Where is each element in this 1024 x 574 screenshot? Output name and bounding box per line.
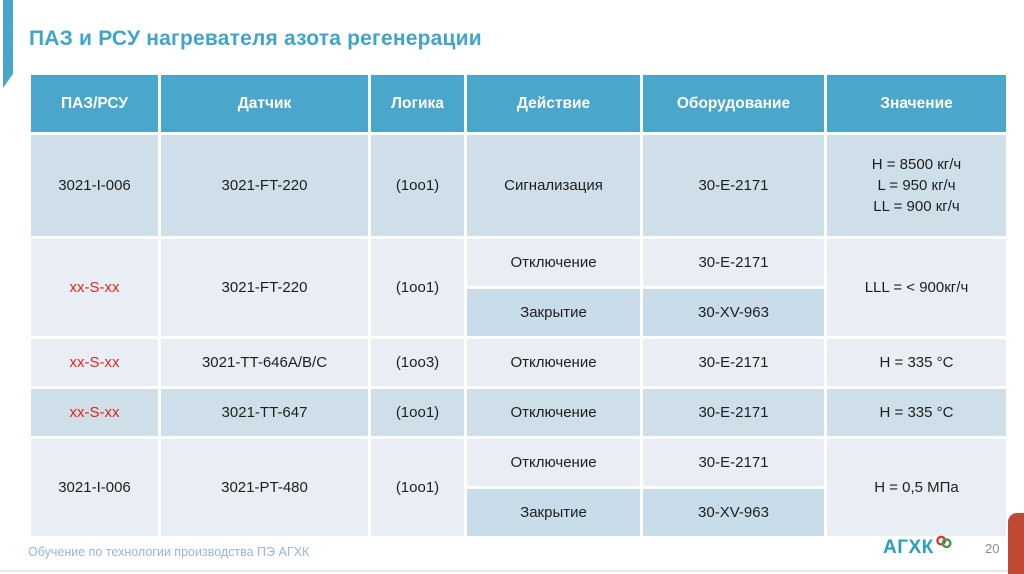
col-header-action: Действие <box>464 72 643 135</box>
cell-paz: xx-S-xx <box>28 336 161 389</box>
page-number: 20 <box>985 541 1000 556</box>
table-row: 3021-I-006 3021-PT-480 (1oo1) Отключение… <box>28 436 1009 539</box>
cell-action: Отключение <box>464 386 643 439</box>
logo-rings-icon <box>935 535 952 549</box>
slide-bottom-edge <box>0 570 1024 572</box>
bottom-right-accent-bar <box>1008 513 1024 574</box>
cell-sensor: 3021-PT-480 <box>158 436 371 539</box>
cell-logic: (1oo1) <box>368 236 467 339</box>
cell-value: H = 335 °C <box>824 386 1009 439</box>
cell-paz: xx-S-xx <box>28 236 161 339</box>
col-header-equipment: Оборудование <box>640 72 827 135</box>
cell-logic: (1oo1) <box>368 386 467 439</box>
value-line: L = 950 кг/ч <box>877 177 956 194</box>
table-row: xx-S-xx 3021-FT-220 (1oo1) Отключение 30… <box>28 236 1009 339</box>
cell-action: Отключение <box>464 336 643 389</box>
table-subrow: Закрытие 30-XV-963 <box>30 486 1008 539</box>
cell-paz: xx-S-xx <box>28 386 161 439</box>
cell-action: Закрытие <box>464 286 643 339</box>
cell-value: H = 335 °C <box>824 336 1009 389</box>
cell-value: LLL = < 900кг/ч <box>824 236 1009 339</box>
col-header-paz-rsu: ПАЗ/РСУ <box>28 72 161 135</box>
cell-paz: 3021-I-006 <box>28 436 161 539</box>
agcc-logo: АГХК <box>883 535 953 559</box>
cell-sensor: 3021-TT-647 <box>158 386 371 439</box>
cell-action: Отключение <box>464 436 643 489</box>
col-header-sensor: Датчик <box>158 72 371 135</box>
cell-logic: (1oo1) <box>368 436 467 539</box>
cell-equipment: 30-XV-963 <box>640 486 827 539</box>
cell-equipment: 30-E-2171 <box>640 236 827 289</box>
paz-rsu-table: ПАЗ/РСУ Датчик Логика Действие Оборудова… <box>28 72 1009 539</box>
cell-sensor: 3021-FT-220 <box>158 132 371 239</box>
cell-logic: (1oo3) <box>368 336 467 389</box>
table-row: xx-S-xx 3021-TT-646A/B/C (1oo3) Отключен… <box>28 336 1009 389</box>
cell-sensor: 3021-FT-220 <box>158 236 371 339</box>
table-subrow: Закрытие 30-XV-963 <box>30 286 1008 339</box>
cell-equipment: 30-E-2171 <box>640 132 827 239</box>
cell-equipment: 30-E-2171 <box>640 386 827 439</box>
table-row: 3021-I-006 3021-FT-220 (1oo1) Сигнализац… <box>28 132 1009 239</box>
cell-value: H = 0,5 МПа <box>824 436 1009 539</box>
table-row: xx-S-xx 3021-TT-647 (1oo1) Отключение 30… <box>28 386 1009 439</box>
cell-equipment: 30-XV-963 <box>640 286 827 339</box>
value-line: H = 8500 кг/ч <box>871 156 962 173</box>
cell-value: H = 8500 кг/ч L = 950 кг/ч LL = 900 кг/ч <box>824 132 1009 239</box>
col-header-value: Значение <box>824 72 1009 135</box>
top-left-accent-ribbon <box>3 0 13 88</box>
cell-equipment: 30-E-2171 <box>640 336 827 389</box>
logo-text: АГХК <box>883 537 934 558</box>
cell-action: Отключение <box>464 236 643 289</box>
cell-logic: (1oo1) <box>368 132 467 239</box>
cell-action: Закрытие <box>464 486 643 539</box>
cell-paz: 3021-I-006 <box>28 132 161 239</box>
cell-action: Сигнализация <box>464 132 643 239</box>
cell-equipment: 30-E-2171 <box>640 436 827 489</box>
footer-text: Обучение по технологии производства ПЭ А… <box>28 545 310 559</box>
value-line: LL = 900 кг/ч <box>873 198 960 215</box>
col-header-logic: Логика <box>368 72 467 135</box>
slide-title: ПАЗ и РСУ нагревателя азота регенерации <box>29 27 482 50</box>
cell-sensor: 3021-TT-646A/B/C <box>158 336 371 389</box>
table-header-row: ПАЗ/РСУ Датчик Логика Действие Оборудова… <box>28 72 1009 135</box>
